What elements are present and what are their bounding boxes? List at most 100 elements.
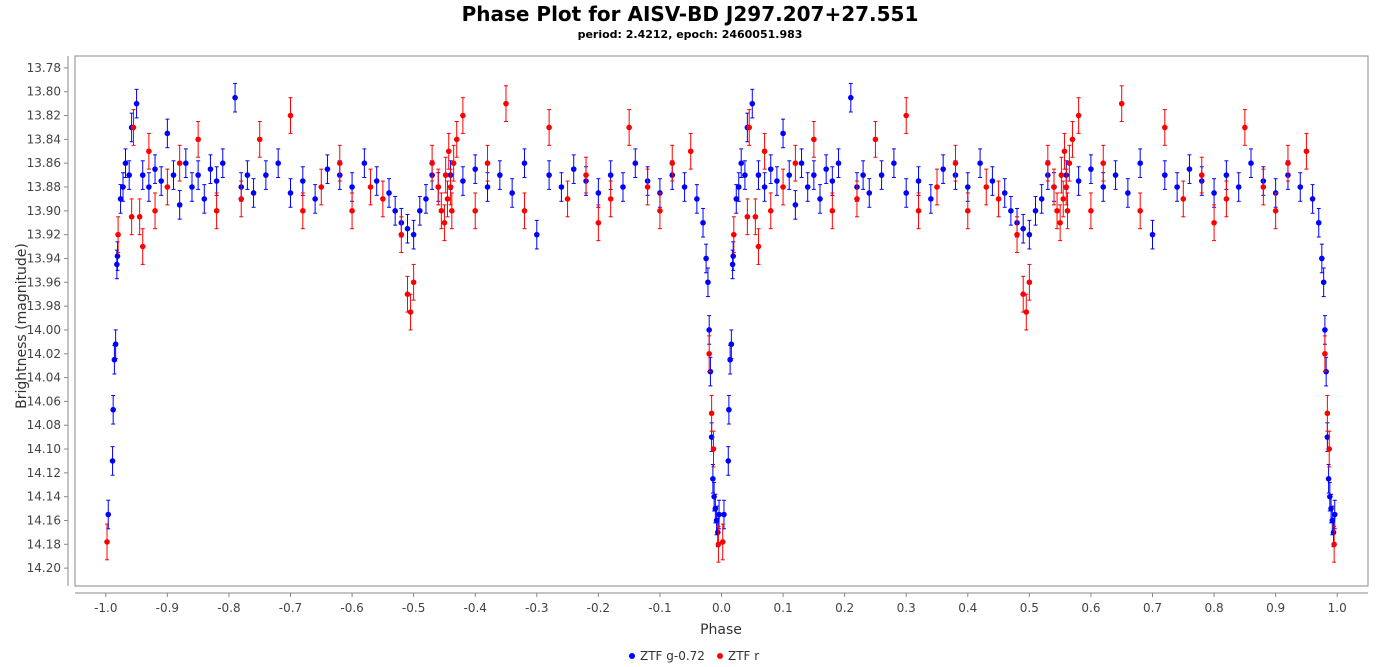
data-point: [105, 511, 112, 518]
data-series: [104, 82, 1338, 563]
y-tick-label: 14.14: [27, 490, 61, 504]
data-point: [445, 148, 452, 155]
data-point: [710, 446, 717, 452]
data-point: [1309, 196, 1316, 202]
data-point: [300, 208, 306, 214]
data-point: [564, 196, 571, 202]
x-tick-label: 0.4: [958, 601, 977, 615]
y-tick-label: 13.80: [27, 85, 61, 99]
data-point: [644, 184, 651, 190]
data-point: [730, 253, 736, 259]
plot-area: [74, 55, 1369, 587]
data-point: [700, 219, 706, 226]
y-tick-label: 14.02: [27, 347, 61, 361]
data-point: [447, 184, 454, 190]
y-tick-label: 14.00: [27, 323, 61, 337]
data-point: [1066, 160, 1073, 166]
data-point: [300, 178, 306, 184]
data-point: [817, 196, 823, 202]
data-point: [706, 350, 712, 357]
data-point: [872, 136, 879, 143]
data-point: [126, 172, 132, 178]
data-point: [703, 255, 709, 262]
data-point: [811, 136, 817, 143]
data-point: [176, 160, 183, 166]
data-point: [509, 190, 515, 196]
data-point: [1322, 350, 1328, 357]
data-point: [706, 327, 712, 333]
data-point: [460, 112, 466, 119]
data-point: [367, 184, 374, 190]
data-point: [423, 196, 429, 202]
data-point: [774, 178, 780, 184]
x-tick-label: 0.6: [1081, 601, 1100, 615]
data-point: [1180, 196, 1187, 202]
data-point: [244, 172, 251, 178]
data-point: [727, 356, 733, 363]
data-point: [484, 184, 491, 190]
y-tick-label: 13.82: [27, 109, 61, 123]
data-point: [1331, 541, 1337, 548]
data-point: [1038, 196, 1045, 202]
data-point: [744, 213, 751, 220]
data-point: [1211, 219, 1217, 226]
data-point: [940, 166, 946, 172]
chart-subtitle: period: 2.4212, epoch: 2460051.983: [578, 28, 803, 41]
data-point: [964, 208, 971, 214]
data-point: [583, 172, 589, 178]
data-point: [324, 166, 331, 172]
data-point: [694, 196, 700, 202]
data-point: [533, 231, 540, 238]
legend: ZTF g-0.72 ZTF r: [629, 649, 759, 663]
data-point: [1303, 148, 1310, 155]
data-point: [361, 160, 368, 166]
data-point: [749, 100, 756, 107]
data-point: [705, 279, 711, 286]
data-point: [336, 160, 343, 166]
data-point: [195, 136, 201, 143]
data-point: [183, 160, 189, 166]
data-point: [620, 184, 626, 190]
x-axis-label: Phase: [700, 622, 742, 638]
data-point: [1088, 166, 1094, 172]
data-point: [715, 541, 722, 548]
data-point: [780, 184, 786, 190]
data-point: [1319, 255, 1325, 262]
data-point: [1260, 184, 1267, 190]
data-point: [503, 100, 509, 107]
data-point: [201, 196, 208, 202]
data-point: [114, 253, 121, 259]
data-point: [449, 208, 455, 214]
data-point: [441, 219, 448, 226]
data-point: [1186, 166, 1193, 172]
data-point: [111, 356, 118, 363]
data-point: [146, 148, 152, 155]
data-point: [152, 166, 158, 172]
x-tick-label: 0.2: [835, 601, 854, 615]
data-point: [1331, 511, 1338, 518]
data-point: [104, 539, 110, 545]
x-tick-label: 0.1: [774, 601, 793, 615]
data-point: [392, 208, 398, 214]
data-point: [287, 190, 294, 196]
y-tick-label: 14.10: [27, 442, 61, 456]
data-point: [136, 213, 143, 220]
data-point: [989, 178, 996, 184]
data-point: [176, 202, 183, 208]
data-point: [1063, 184, 1070, 190]
data-point: [977, 160, 983, 166]
data-point: [735, 184, 742, 190]
y-tick-label: 14.08: [27, 418, 61, 432]
data-point: [1272, 208, 1279, 214]
data-point: [429, 160, 435, 166]
data-point: [1026, 279, 1033, 286]
data-point: [256, 136, 263, 143]
data-point: [1211, 190, 1217, 196]
data-point: [380, 196, 386, 202]
data-point: [195, 172, 201, 178]
data-point: [238, 196, 245, 202]
data-point: [460, 178, 466, 184]
x-tick-label: -0.3: [525, 601, 548, 615]
data-point: [761, 148, 768, 155]
